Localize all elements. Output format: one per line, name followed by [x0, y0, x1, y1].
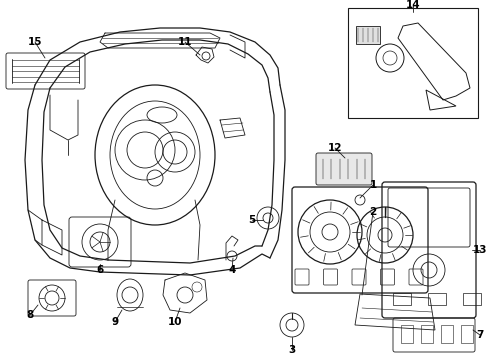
Bar [462, 293, 480, 305]
Text: 13: 13 [472, 245, 486, 255]
Text: 4: 4 [228, 265, 235, 275]
Text: 8: 8 [26, 310, 34, 320]
Text: 12: 12 [327, 143, 342, 153]
Text: 3: 3 [288, 345, 295, 355]
Text: 10: 10 [167, 317, 182, 327]
Bar [347, 8, 477, 118]
Bar [400, 325, 412, 343]
Text: 1: 1 [368, 180, 376, 190]
Text: 5: 5 [248, 215, 255, 225]
Text: 11: 11 [177, 37, 192, 47]
Bar [427, 293, 445, 305]
Text: 14: 14 [405, 0, 420, 10]
Bar [355, 26, 379, 44]
Bar [440, 325, 452, 343]
Bar [420, 325, 432, 343]
Text: 6: 6 [96, 265, 103, 275]
FancyBboxPatch shape [315, 153, 371, 185]
Text: 15: 15 [28, 37, 42, 47]
Bar [460, 325, 472, 343]
Bar [392, 293, 410, 305]
Text: 7: 7 [475, 330, 483, 340]
Text: 9: 9 [111, 317, 118, 327]
Text: 2: 2 [368, 207, 376, 217]
